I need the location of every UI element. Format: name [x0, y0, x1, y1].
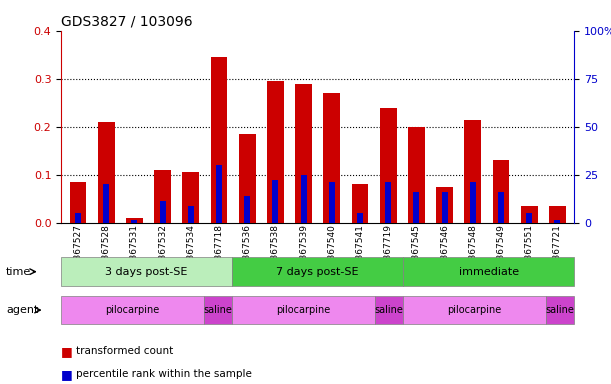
Bar — [357, 213, 363, 223]
Text: pilocarpine: pilocarpine — [276, 305, 331, 315]
Text: 3 days post-SE: 3 days post-SE — [106, 266, 188, 277]
Text: saline: saline — [203, 305, 232, 315]
Bar — [436, 187, 453, 223]
Text: pilocarpine: pilocarpine — [447, 305, 502, 315]
Bar — [159, 201, 166, 223]
Bar — [154, 170, 171, 223]
Text: ■: ■ — [61, 368, 73, 381]
Text: immediate: immediate — [459, 266, 519, 277]
Text: pilocarpine: pilocarpine — [105, 305, 159, 315]
Bar — [75, 213, 81, 223]
Bar — [549, 206, 566, 223]
Bar — [103, 184, 109, 223]
Bar — [414, 192, 419, 223]
Text: GDS3827 / 103096: GDS3827 / 103096 — [61, 14, 192, 28]
Bar — [216, 165, 222, 223]
Bar — [301, 175, 307, 223]
Bar — [492, 161, 510, 223]
Bar — [380, 108, 397, 223]
Bar — [442, 192, 448, 223]
Bar — [244, 196, 250, 223]
Bar — [211, 57, 227, 223]
Bar — [273, 180, 279, 223]
Bar — [554, 220, 560, 223]
Bar — [351, 184, 368, 223]
Text: agent: agent — [6, 305, 38, 315]
Text: ■: ■ — [61, 345, 73, 358]
Text: saline: saline — [546, 305, 574, 315]
Text: time: time — [6, 266, 31, 277]
Text: percentile rank within the sample: percentile rank within the sample — [76, 369, 252, 379]
Text: 7 days post-SE: 7 days post-SE — [276, 266, 359, 277]
Bar — [386, 182, 391, 223]
Bar — [182, 172, 199, 223]
Bar — [526, 213, 532, 223]
Bar — [323, 93, 340, 223]
Bar — [464, 119, 481, 223]
Bar — [126, 218, 143, 223]
Bar — [70, 182, 87, 223]
Bar — [470, 182, 476, 223]
Bar — [498, 192, 504, 223]
Bar — [521, 206, 538, 223]
Bar — [98, 122, 115, 223]
Bar — [295, 84, 312, 223]
Bar — [408, 127, 425, 223]
Bar — [239, 134, 255, 223]
Text: saline: saline — [375, 305, 403, 315]
Text: transformed count: transformed count — [76, 346, 174, 356]
Bar — [267, 81, 284, 223]
Bar — [131, 220, 137, 223]
Bar — [329, 182, 335, 223]
Bar — [188, 206, 194, 223]
